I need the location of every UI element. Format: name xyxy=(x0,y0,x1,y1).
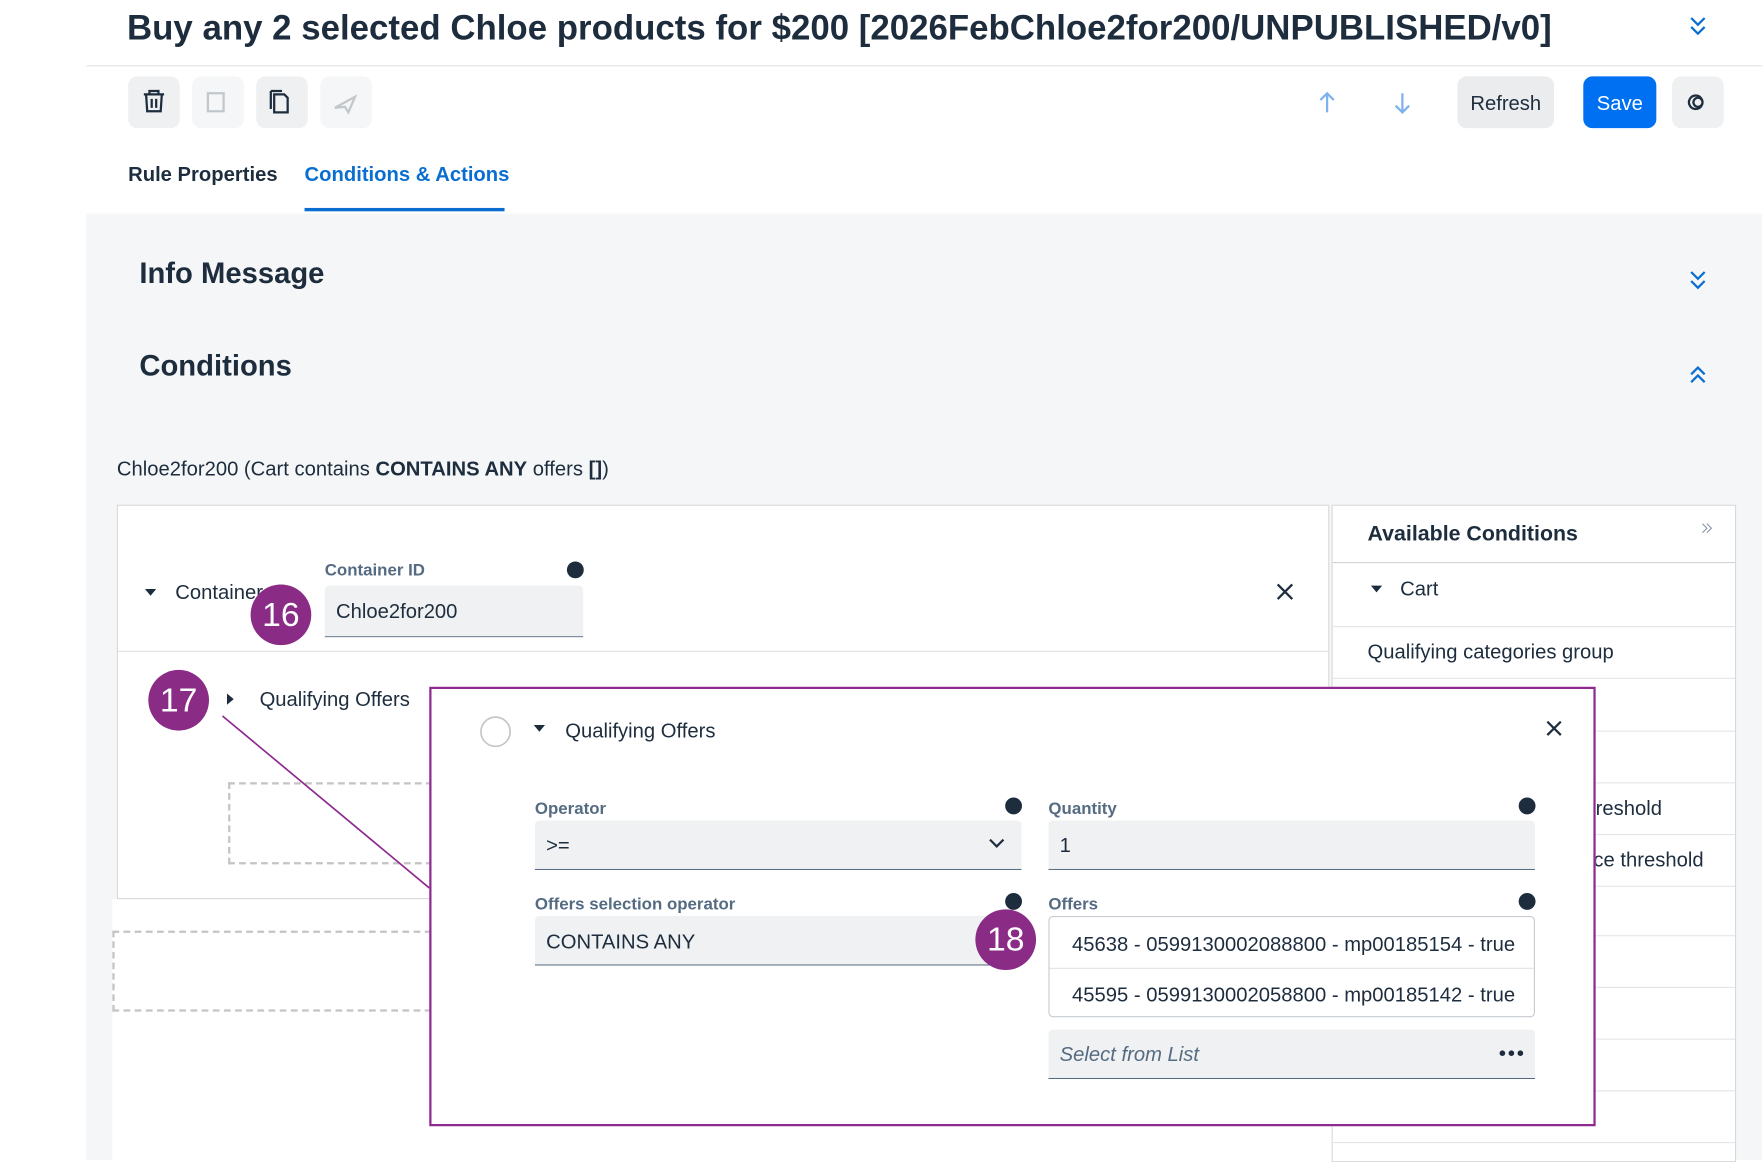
summary-part: ) xyxy=(602,457,609,480)
summary-part: offers xyxy=(527,457,589,480)
summary-part: CONTAINS ANY xyxy=(375,457,528,480)
offer-item[interactable]: 45595 - 0599130002058800 - mp00185142 - … xyxy=(1072,983,1516,1006)
arrows xyxy=(1319,91,1410,114)
placeholder: Select from List xyxy=(1059,1043,1200,1066)
summary-part: [] xyxy=(588,457,603,480)
input-value: CONTAINS ANY xyxy=(546,930,696,954)
tab-active[interactable]: Conditions & Actions xyxy=(304,162,510,186)
tab[interactable]: Rule Properties xyxy=(128,162,278,186)
popup-title: Qualifying Offers xyxy=(565,719,716,742)
select-input[interactable]: Select from List xyxy=(1048,1029,1535,1080)
refresh-button[interactable]: Refresh xyxy=(1457,76,1555,129)
arrow xyxy=(1319,91,1410,114)
section-title: Info Message xyxy=(139,256,325,290)
panel-title: Available Conditions xyxy=(1367,522,1578,547)
container-label: Container xyxy=(175,581,263,604)
refresh-label: Refresh xyxy=(1470,92,1542,115)
divider xyxy=(1049,967,1534,969)
drop-zone xyxy=(228,782,433,865)
title: Buy any 2 selected Chloe products for $2… xyxy=(126,7,1552,48)
section-title: Conditions xyxy=(139,348,292,383)
delete-button[interactable] xyxy=(128,76,180,129)
field-label: Offers selection operator xyxy=(534,894,736,914)
row-line xyxy=(1332,562,1735,564)
container-id-input[interactable]: Chloe2for200 xyxy=(324,585,584,638)
divider xyxy=(117,650,1329,652)
publish-button[interactable] xyxy=(320,76,372,129)
row-line xyxy=(1332,626,1735,628)
tab-underline xyxy=(304,207,505,212)
divider xyxy=(86,65,1762,67)
list-item[interactable]: Qualifying categories group xyxy=(1367,640,1614,664)
input-value: Chloe2for200 xyxy=(335,600,458,623)
summary-part: Chloe2for200 (Cart contains xyxy=(116,457,376,480)
list-item[interactable]: reshold xyxy=(1595,796,1663,820)
save-button[interactable]: Save xyxy=(1583,76,1657,129)
quantity-input[interactable]: 1 xyxy=(1048,820,1535,870)
popup: Qualifying Offers Operator >= Quantity 1… xyxy=(429,686,1596,1127)
tree-node[interactable]: Qualifying Offers xyxy=(259,687,410,711)
save-label: Save xyxy=(1596,92,1643,115)
list-item[interactable]: ce threshold xyxy=(1593,848,1704,872)
field-label: Operator xyxy=(534,799,607,819)
input-value: >= xyxy=(546,834,570,857)
input-value: 1 xyxy=(1059,834,1071,857)
drop-zone xyxy=(112,930,432,1012)
field-label: Offers xyxy=(1048,894,1099,914)
row-line xyxy=(1332,677,1735,679)
settings-button[interactable] xyxy=(1672,76,1724,129)
discard-button[interactable] xyxy=(192,76,244,129)
offers-list xyxy=(1048,916,1535,1018)
list-group[interactable]: Cart xyxy=(1400,577,1439,601)
selection-operator-input[interactable]: CONTAINS ANY xyxy=(534,916,1007,966)
copy-button[interactable] xyxy=(256,76,308,129)
summary: Chloe2for200 (Cart contains CONTAINS ANY… xyxy=(117,459,609,479)
field-label: Container ID xyxy=(324,560,425,580)
operator-select[interactable]: >= xyxy=(534,820,1022,870)
row-line xyxy=(1332,1141,1735,1144)
field-label: Quantity xyxy=(1048,799,1117,819)
offer-item[interactable]: 45638 - 0599130002088800 - mp00185154 - … xyxy=(1072,932,1516,956)
